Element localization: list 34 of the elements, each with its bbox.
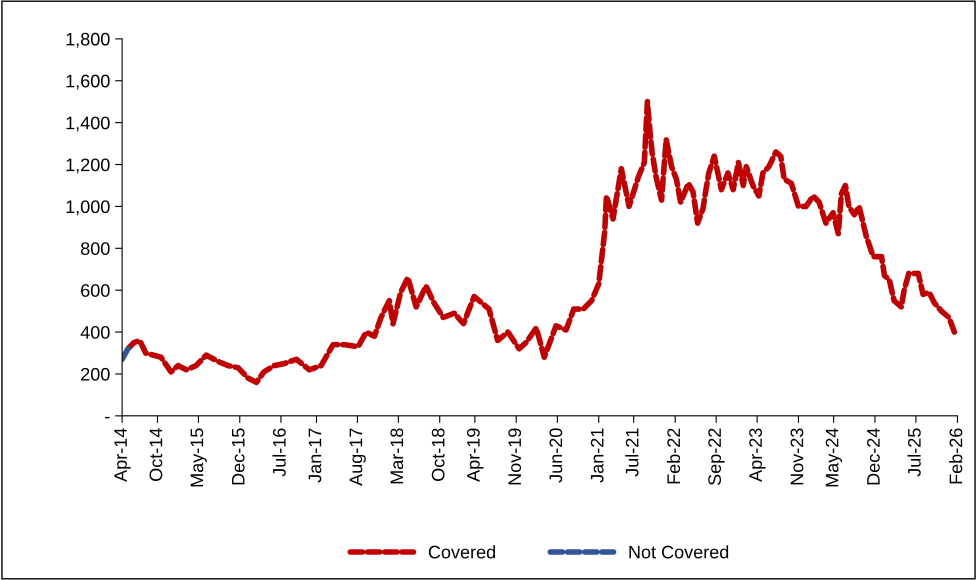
x-tick-label: Apr-19 [466, 428, 484, 482]
y-tick-label: 1,800 [66, 32, 110, 48]
y-tick-label: 200 [81, 368, 110, 381]
x-tick-label: Jul-25 [908, 428, 921, 477]
x-tick-label: Dec-15 [232, 428, 245, 484]
y-tick-label: 600 [81, 284, 110, 297]
x-tick-label: Jun-20 [549, 428, 562, 483]
x-tick-label: Mar-18 [390, 428, 404, 484]
x-tick-label: Sep-22 [708, 428, 725, 486]
y-tick-label: 1,600 [66, 74, 110, 90]
x-tick-label: Feb-22 [666, 428, 680, 484]
legend-label: Covered [428, 545, 495, 558]
x-tick-label: May-15 [190, 428, 207, 486]
y-tick-label: - [105, 416, 110, 418]
x-tick-label: Nov-23 [790, 428, 804, 484]
x-tick-label: Jan-21 [590, 428, 604, 483]
x-tick-label: Oct-18 [432, 428, 445, 481]
x-tick-label: Nov-19 [508, 428, 522, 484]
legend-label: Not Covered [629, 545, 728, 558]
x-tick-label: May-24 [826, 428, 842, 486]
x-tick-label: Oct-14 [150, 428, 162, 481]
x-tick-label: Jan-17 [308, 428, 322, 483]
y-tick-label: 1,400 [66, 116, 110, 132]
y-tick-label: 800 [80, 242, 110, 256]
x-tick-label: Apr-14 [114, 428, 131, 482]
x-tick-label: Jul-21 [625, 428, 639, 477]
x-tick-label: Apr-23 [749, 428, 766, 482]
x-tick-label: Dec-24 [867, 428, 880, 484]
y-tick-label: 1,200 [66, 158, 110, 174]
x-tick-label: Aug-17 [350, 428, 366, 486]
x-tick-label: Jul-16 [272, 428, 286, 477]
y-tick-label: 1,000 [66, 200, 110, 216]
x-tick-label: Feb-26 [949, 428, 962, 484]
y-tick-label: 400 [80, 326, 110, 339]
